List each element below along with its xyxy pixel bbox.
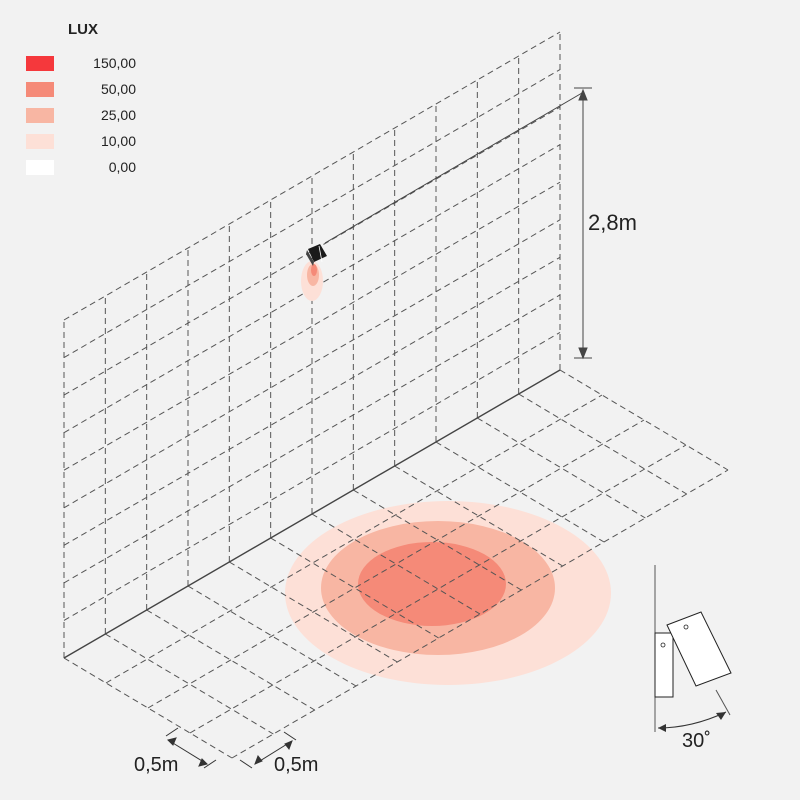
height-dimension [324,87,592,360]
legend-value-10: 10,00 [100,133,136,149]
tilt-angle-label: 30˚ [682,730,711,752]
legend-value-150: 150,00 [93,55,136,71]
legend-swatch-150 [26,55,54,71]
legend-swatch-0 [26,159,54,175]
legend-item-25: 25,00 [26,102,146,128]
light-zone-50 [358,542,506,626]
legend-item-50: 50,00 [26,76,146,102]
legend-swatch-25 [26,107,54,123]
floor-grid [63,369,729,759]
legend-value-0: 0,00 [108,159,136,175]
floor-light-pattern [285,501,611,685]
wall-grid [63,31,561,658]
legend-item-150: 150,00 [26,50,146,76]
legend-swatch-10 [26,133,54,149]
wall-floor-edge [63,369,561,659]
wall-fixture-icon [306,244,327,266]
fixture-tilt-detail [654,565,732,732]
grid-x-label: 0,5m [134,754,178,776]
legend-item-10: 10,00 [26,128,146,154]
height-label: 2,8m [588,210,637,235]
lux-legend: LUX 150,00 50,00 25,00 10,00 0,00 [26,20,146,180]
grid-y-label: 0,5m [274,754,318,776]
legend-item-0: 0,00 [26,154,146,180]
floor-dimension-marks [165,727,297,769]
legend-value-25: 25,00 [100,107,136,123]
legend-title: LUX [68,21,98,38]
wall-light-spot [301,261,323,301]
legend-value-50: 50,00 [100,81,136,97]
legend-swatch-50 [26,81,54,97]
